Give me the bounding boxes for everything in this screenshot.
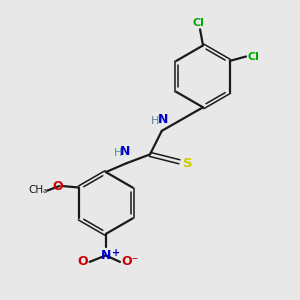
Text: Cl: Cl: [193, 18, 205, 28]
Text: S: S: [183, 157, 193, 170]
Text: +: +: [112, 248, 120, 258]
Text: H: H: [151, 116, 160, 126]
Text: O⁻: O⁻: [122, 255, 139, 268]
Text: N: N: [120, 145, 130, 158]
Text: N: N: [158, 112, 168, 126]
Text: O: O: [77, 255, 88, 268]
Text: H: H: [113, 148, 122, 158]
Text: Cl: Cl: [248, 52, 259, 61]
Text: CH₃: CH₃: [28, 185, 48, 196]
Text: methoxy: methoxy: [43, 191, 49, 192]
Text: O: O: [52, 180, 63, 193]
Text: N: N: [100, 249, 111, 262]
